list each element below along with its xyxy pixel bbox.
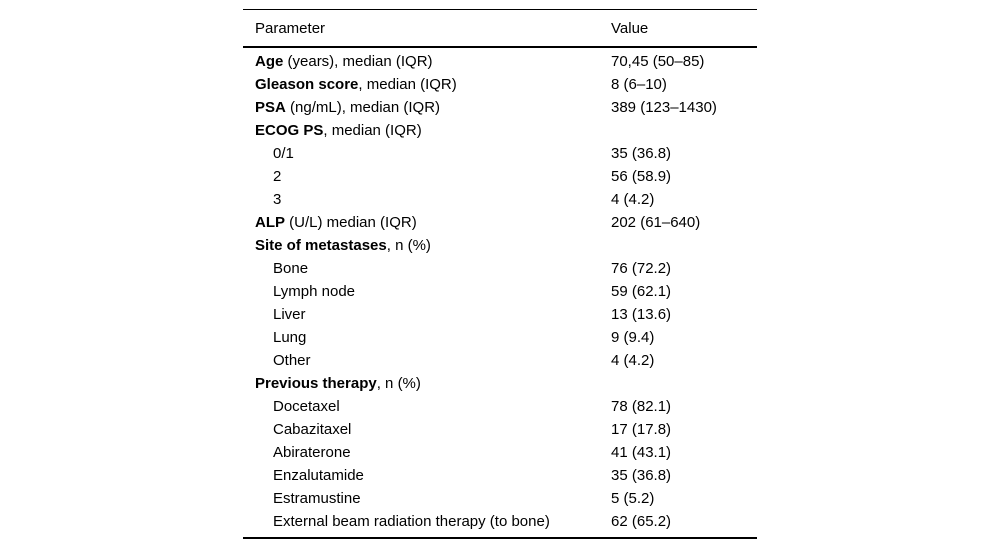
row-label-bold: Site of metastases [255,237,387,254]
row-label: ALP (U/L) median (IQR) [243,211,611,234]
row-label: PSA (ng/mL), median (IQR) [243,96,611,119]
table-row: Site of metastases, n (%) [243,234,757,257]
table-row: Enzalutamide 35 (36.8) [243,464,757,487]
row-label-text: Liver [273,306,306,323]
row-label: Docetaxel [243,395,611,418]
row-label-bold: ALP [255,214,285,231]
row-label-text: (years), median (IQR) [283,53,433,70]
row-label: Estramustine [243,487,611,510]
row-label-text: , n (%) [386,237,431,254]
row-label-text: , n (%) [376,375,421,392]
row-value: 13 (13.6) [611,306,672,323]
table-row: Previous therapy, n (%) [243,372,757,395]
row-value: 76 (72.2) [611,260,672,277]
table-body: Age (years), median (IQR) 70,45 (50–85) Gl… [243,47,757,533]
row-label: Other [243,349,611,372]
row-label-text: 2 [273,168,282,185]
row-label-text: (U/L) median (IQR) [285,214,417,231]
row-label: Site of metastases, n (%) [243,234,611,257]
row-label-bold: Gleason score [255,76,359,93]
row-value [611,119,757,142]
row-label: Lymph node [243,280,611,303]
row-label-text: Enzalutamide [273,467,364,484]
row-value: 5 (5.2) [611,490,655,507]
row-label: Abiraterone [243,441,611,464]
row-label-text: Bone [273,260,309,277]
row-label-bold: Age [255,53,284,70]
row-value: 59 (62.1) [611,283,672,300]
row-value: 41 (43.1) [611,444,672,461]
row-label-text: 0/1 [273,145,294,162]
table-row: 2 56 (58.9) [243,165,757,188]
row-label: 3 [243,188,611,211]
row-label: Enzalutamide [243,464,611,487]
table-row: Lung 9 (9.4) [243,326,757,349]
row-value: 4 (4.2) [611,191,655,208]
row-value [611,234,757,257]
table-row: Other 4 (4.2) [243,349,757,372]
row-label: Cabazitaxel [243,418,611,441]
row-value [611,372,757,395]
row-label-text: , median (IQR) [323,122,422,139]
row-value: 35 (36.8) [611,145,672,162]
table-row: Estramustine 5 (5.2) [243,487,757,510]
characteristics-table: Parameter Value Age (years), median (IQR… [243,10,757,533]
table-row: Age (years), median (IQR) 70,45 (50–85) [243,47,757,73]
row-label-bold: ECOG PS [255,122,324,139]
row-value: 9 (9.4) [611,329,655,346]
patient-characteristics-table: Parameter Value Age (years), median (IQR… [243,9,757,539]
row-label-text: Lung [273,329,307,346]
row-label: 0/1 [243,142,611,165]
row-label: Gleason score, median (IQR) [243,73,611,96]
row-label-text: , median (IQR) [358,76,457,93]
row-label-text: Cabazitaxel [273,421,352,438]
table-row: Cabazitaxel 17 (17.8) [243,418,757,441]
header-row: Parameter Value [243,10,757,48]
table-header: Parameter Value [243,10,757,48]
row-value: 56 (58.9) [611,168,672,185]
row-value: 17 (17.8) [611,421,672,438]
row-label-text: (ng/mL), median (IQR) [285,99,441,116]
row-value: 35 (36.8) [611,467,672,484]
table-row: 3 4 (4.2) [243,188,757,211]
table-row: Docetaxel 78 (82.1) [243,395,757,418]
table-row: Abiraterone 41 (43.1) [243,441,757,464]
row-label: Age (years), median (IQR) [243,47,611,73]
row-label: Previous therapy, n (%) [243,372,611,395]
row-value: 8 (6–10) [611,76,667,93]
row-value: 202 (61–640) [611,214,701,231]
row-label: ECOG PS, median (IQR) [243,119,611,142]
row-value: 78 (82.1) [611,398,672,415]
row-label-text: Other [273,352,311,369]
table-row: ECOG PS, median (IQR) [243,119,757,142]
table-row: Lymph node 59 (62.1) [243,280,757,303]
row-label: 2 [243,165,611,188]
row-label: External beam radiation therapy (to bone… [243,510,611,533]
table-row: ALP (U/L) median (IQR) 202 (61–640) [243,211,757,234]
row-label-text: Docetaxel [273,398,340,415]
row-label-text: 3 [273,191,282,208]
row-label-text: Abiraterone [273,444,351,461]
table-row: Gleason score, median (IQR) 8 (6–10) [243,73,757,96]
row-value: 62 (65.2) [611,513,672,530]
row-label-bold: PSA [255,99,286,116]
table-row: Liver 13 (13.6) [243,303,757,326]
row-label-bold: Previous therapy [255,375,377,392]
row-value: 70,45 (50–85) [611,53,705,70]
row-label-text: External beam radiation therapy (to bone… [273,513,550,530]
column-header-parameter: Parameter [243,10,611,48]
table-row: Bone 76 (72.2) [243,257,757,280]
table-row: External beam radiation therapy (to bone… [243,510,757,533]
row-label-text: Lymph node [273,283,356,300]
table-row: 0/1 35 (36.8) [243,142,757,165]
row-label-text: Estramustine [273,490,361,507]
table-row: PSA (ng/mL), median (IQR) 389 (123–1430) [243,96,757,119]
row-label: Bone [243,257,611,280]
row-label: Lung [243,326,611,349]
row-label: Liver [243,303,611,326]
row-value: 389 (123–1430) [611,99,717,116]
column-header-value: Value [611,10,757,48]
row-value: 4 (4.2) [611,352,655,369]
